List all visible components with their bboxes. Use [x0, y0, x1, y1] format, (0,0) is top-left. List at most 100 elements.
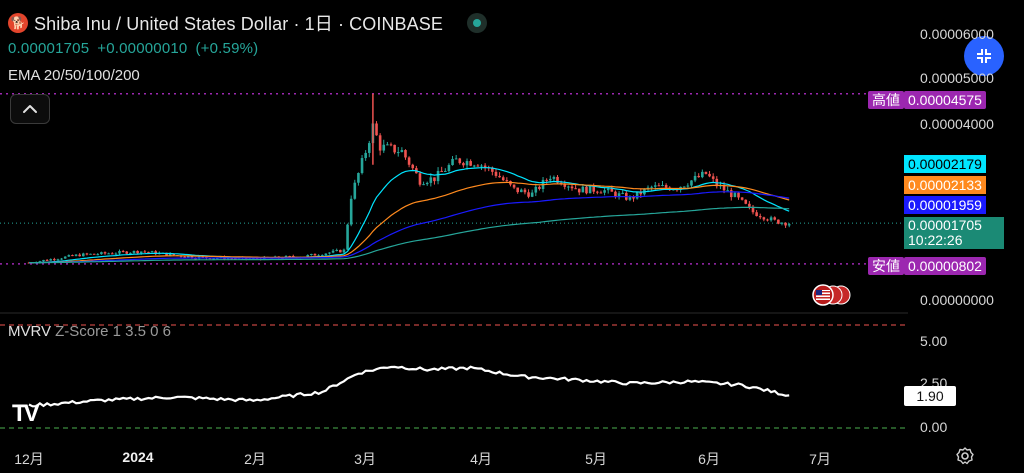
mvrv-tick: 5.00: [920, 333, 948, 349]
candle-body: [755, 212, 758, 217]
candle-body: [458, 158, 462, 164]
candle-body: [682, 186, 686, 188]
candle-body: [129, 252, 132, 254]
candle-body: [407, 157, 411, 165]
candle-body: [118, 251, 121, 254]
mvrv-line: [28, 365, 790, 408]
candle-body: [610, 188, 614, 192]
candle-body: [389, 144, 393, 146]
candle-body: [708, 173, 711, 177]
candle-body: [306, 254, 310, 257]
price-change-pct: (+0.59%): [195, 40, 259, 57]
candle-body: [346, 224, 349, 250]
candle-body: [440, 170, 443, 172]
candle-body: [183, 256, 186, 258]
time-tick: 5月: [585, 451, 607, 467]
candle-body: [758, 216, 762, 218]
candle-body: [418, 173, 422, 185]
candle-body: [165, 252, 168, 256]
candle-body: [364, 152, 367, 159]
candle-body: [310, 253, 313, 255]
candle-body: [701, 171, 704, 178]
mvrv-name: MVRV: [8, 323, 52, 340]
candle-body: [462, 163, 465, 166]
candle-body: [614, 191, 617, 197]
candle-body: [335, 249, 338, 251]
candle-body: [548, 178, 552, 181]
ema20-line: [29, 167, 790, 264]
candle-body: [53, 259, 56, 261]
candle-body: [331, 250, 335, 253]
candle-body: [657, 185, 661, 187]
candle-body: [194, 258, 197, 260]
ema20-value-badge: 0.00002179: [904, 155, 986, 173]
candle-body: [154, 251, 157, 255]
price-tick: 0.00000000: [920, 292, 994, 308]
candle-body: [78, 254, 81, 257]
candle-body: [67, 255, 71, 257]
candle-body: [693, 175, 697, 181]
candle-body: [697, 175, 700, 178]
economic-events-icon[interactable]: [808, 283, 852, 307]
candle-body: [132, 250, 136, 253]
shiba-logo-icon: 🐕: [8, 13, 28, 33]
price-summary: 0.00001705 +0.00000010 (+0.59%): [8, 40, 258, 57]
ema50-value-badge: 0.00002133: [904, 176, 986, 194]
candle-body: [375, 123, 378, 136]
time-tick: 7月: [809, 451, 831, 467]
candle-body: [425, 182, 429, 185]
symbol-title[interactable]: Shiba Inu / United States Dollar · 1日 · …: [34, 14, 443, 34]
candle-body: [150, 251, 154, 253]
candle-body: [168, 253, 172, 256]
candle-body: [628, 196, 632, 200]
market-open-icon: [466, 13, 487, 33]
candle-body: [85, 253, 89, 255]
price-tick: 0.00005000: [920, 70, 994, 86]
collapse-legend-button[interactable]: [10, 94, 50, 124]
time-tick: 2月: [244, 451, 266, 467]
candle-body: [740, 197, 744, 200]
candle-body: [317, 255, 320, 257]
settings-gear-icon[interactable]: [955, 446, 975, 466]
candle-body: [722, 185, 726, 191]
time-tick: 12月: [14, 451, 44, 467]
candle-body: [378, 135, 382, 151]
time-tick: 2024: [122, 449, 154, 465]
candle-body: [139, 251, 143, 254]
candle-body: [190, 256, 194, 259]
candle-body: [96, 254, 100, 256]
candle-body: [324, 253, 328, 256]
tradingview-logo-icon[interactable]: TV: [12, 400, 40, 427]
candle-body: [690, 180, 693, 186]
candle-body: [444, 170, 447, 172]
exit-fullscreen-button[interactable]: [964, 36, 1004, 76]
candle-body: [780, 222, 784, 224]
candle-body: [114, 253, 118, 255]
current-price-badge: 0.00001705 10:22:26: [904, 217, 1004, 249]
candle-body: [89, 253, 92, 255]
candle-body: [186, 256, 190, 258]
candle-body: [49, 259, 53, 261]
candle-body: [125, 251, 129, 254]
candle-body: [360, 158, 364, 174]
mvrv-indicator-label[interactable]: MVRV Z-Score 1 3.5 0 6: [8, 323, 171, 340]
high-label-badge: 高値: [868, 91, 904, 109]
candle-body: [498, 175, 501, 178]
candle-body: [433, 177, 436, 182]
ema-indicator-label[interactable]: EMA 20/50/100/200: [8, 67, 140, 84]
mvrv-tick: 0.00: [920, 419, 948, 435]
candle-body: [520, 189, 523, 193]
candle-body: [523, 189, 527, 193]
price-tick: 0.00006000: [920, 26, 994, 42]
candle-body: [729, 190, 733, 198]
candle-body: [201, 256, 205, 258]
candle-body: [505, 180, 509, 182]
candle-body: [393, 144, 396, 153]
candle-body: [56, 259, 60, 261]
candle-body: [320, 255, 324, 257]
candle-body: [60, 258, 63, 260]
candle-body: [585, 186, 588, 194]
candle-body: [480, 165, 483, 167]
candle-body: [476, 165, 480, 167]
